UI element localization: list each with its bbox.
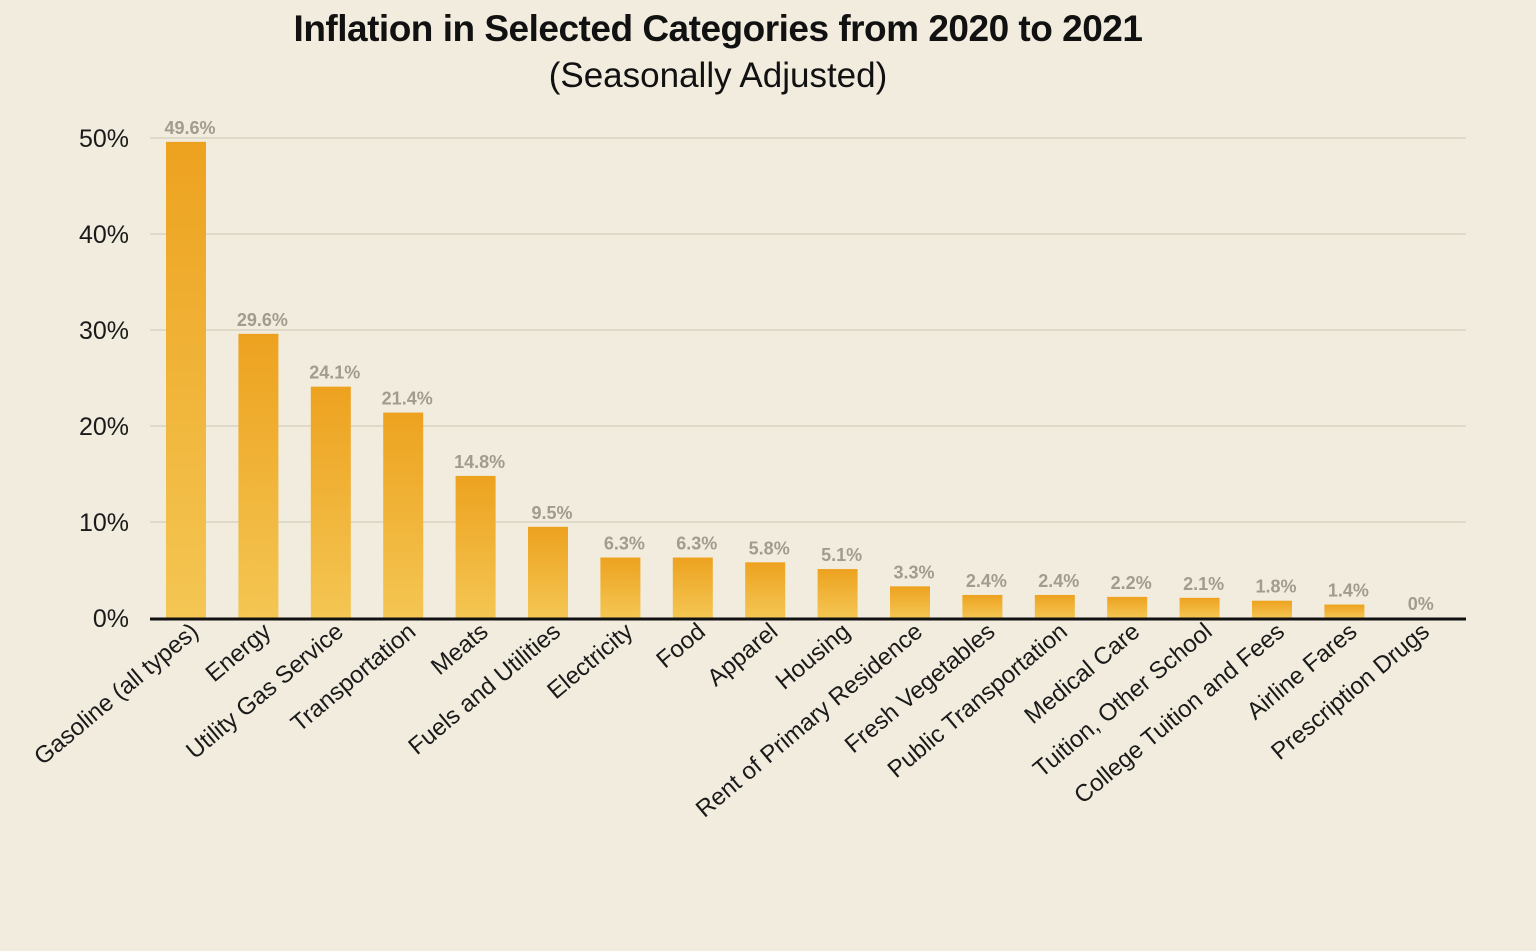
data-label: 2.1% bbox=[1183, 574, 1224, 594]
data-label: 3.3% bbox=[893, 562, 934, 582]
data-label: 6.3% bbox=[676, 534, 717, 554]
bar bbox=[528, 526, 568, 618]
data-labels: 49.6% 29.6% 24.1% 21.4% 14.8% 9.5% 6.3% 6.3% 5.8… bbox=[164, 118, 1433, 614]
bar bbox=[383, 412, 424, 618]
data-label: 21.4% bbox=[382, 389, 433, 409]
data-label: 14.8% bbox=[454, 452, 505, 472]
bar bbox=[672, 557, 713, 618]
data-label: 29.6% bbox=[237, 310, 288, 330]
data-label: 24.1% bbox=[309, 363, 360, 383]
bar bbox=[166, 141, 206, 618]
y-tick-label: 10% bbox=[79, 509, 129, 537]
x-tick-label: Food bbox=[651, 618, 710, 674]
chart-title: Inflation in Selected Categories from 20… bbox=[293, 8, 1143, 49]
y-tick-label: 20% bbox=[79, 413, 129, 441]
y-tick-label: 30% bbox=[79, 317, 129, 345]
data-label: 2.2% bbox=[1111, 573, 1152, 593]
bar bbox=[962, 594, 1003, 618]
bar bbox=[890, 586, 930, 618]
data-label: 1.4% bbox=[1328, 581, 1369, 601]
y-tick-label: 0% bbox=[93, 605, 129, 633]
bar bbox=[238, 333, 279, 618]
bar bbox=[1107, 596, 1148, 618]
x-tick-label: Apparel bbox=[702, 618, 783, 692]
bar bbox=[817, 569, 858, 618]
bar bbox=[1034, 594, 1075, 618]
bar bbox=[1179, 597, 1220, 618]
data-label: 5.1% bbox=[821, 545, 862, 565]
bar bbox=[745, 562, 786, 618]
y-tick-label: 40% bbox=[79, 221, 129, 249]
data-label: 2.4% bbox=[1038, 571, 1079, 591]
bar bbox=[600, 557, 641, 618]
bar bbox=[310, 386, 351, 618]
bar bbox=[1324, 604, 1365, 618]
chart-subtitle: (Seasonally Adjusted) bbox=[548, 56, 888, 95]
data-label: 49.6% bbox=[164, 118, 215, 138]
bar bbox=[455, 475, 496, 618]
x-tick-label: Meats bbox=[426, 618, 493, 681]
bars bbox=[166, 141, 1365, 618]
gridlines bbox=[150, 137, 1466, 523]
data-label: 2.4% bbox=[966, 571, 1007, 591]
y-tick-label: 50% bbox=[79, 125, 129, 153]
data-label: 6.3% bbox=[604, 534, 645, 554]
x-tick-label: Gasoline (all types) bbox=[29, 618, 204, 771]
data-label: 1.8% bbox=[1255, 577, 1296, 597]
x-tick-label: Transportation bbox=[286, 618, 421, 738]
data-label: 5.8% bbox=[749, 538, 790, 558]
bar bbox=[1252, 600, 1292, 618]
data-label: 9.5% bbox=[531, 503, 572, 523]
y-axis: 0% 10% 20% 30% 40% 50% bbox=[79, 125, 129, 633]
data-label: 0% bbox=[1408, 594, 1434, 614]
